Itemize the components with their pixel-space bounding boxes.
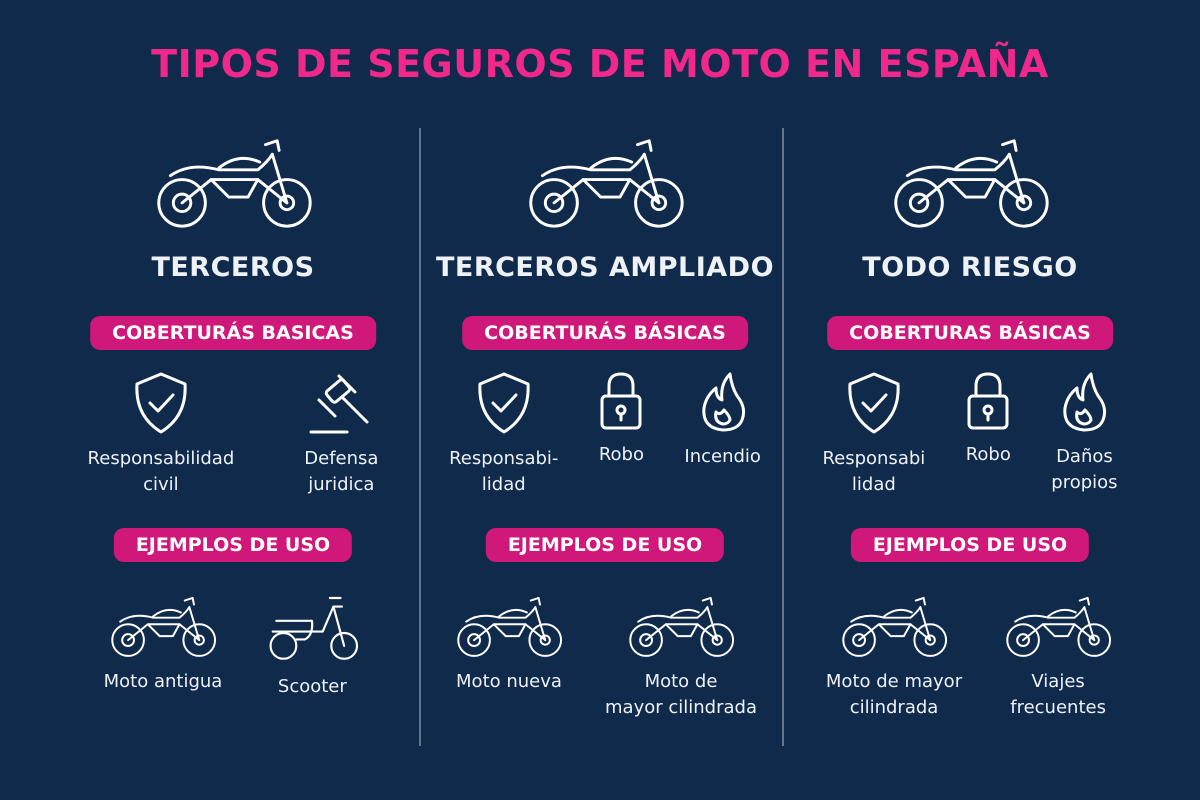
shield-check-icon [131,370,191,446]
gavel-icon [305,370,377,446]
example-item: Moto de mayor cilindrada [826,592,962,721]
motorcycle-icon [838,592,950,669]
motorcycle-icon [420,132,790,235]
example-item: Moto de mayor cilindrada [605,592,757,721]
examples-badge: EJEMPLOS DE USO [850,528,1090,562]
examples-list: Moto de mayor cilindrada Viajes frecuent… [785,592,1155,721]
examples-badge: EJEMPLOS DE USO [113,528,353,562]
insurance-column: TERCEROS COBERTURÁS BASICAS Responsabili… [48,0,418,800]
coverage-item: Responsabilidad civil [87,370,235,498]
example-item: Moto nueva [453,592,565,721]
coverage-list: Responsabi- lidad Robo Incendio [420,370,790,498]
page-title: TIPOS DE SEGUROS DE MOTO EN ESPAÑA [151,42,1049,86]
lock-icon [598,370,644,442]
examples-badge: EJEMPLOS DE USO [485,528,725,562]
examples-list: Moto nueva Moto de mayor cilindrada [420,592,790,721]
column-title: TERCEROS AMPLIADO [435,252,775,283]
column-divider [782,128,784,746]
coverage-label: Responsabi lidad [822,448,926,495]
coverage-label: Robo [598,444,644,465]
coverage-badge: COBERTURÁS BASICAS [90,316,376,350]
classic-motorcycle-icon [107,592,219,669]
coverage-label: Responsabilidad civil [87,448,235,495]
shield-check-icon [844,370,904,446]
example-label: Viajes frecuentes [1010,671,1106,719]
column-title: TERCEROS [151,252,315,283]
motorcycle-icon [48,132,418,235]
column-divider [419,128,421,746]
examples-list: Moto antigua Scooter [48,592,418,700]
motorcycle-icon [785,132,1155,235]
fire-icon [698,370,748,444]
coverage-label: Responsabi- lidad [449,448,559,495]
coverage-item: Defensa juridica [304,370,378,498]
coverage-item: Responsabi lidad [822,370,925,498]
example-item: Scooter [262,592,362,700]
coverage-label: Robo [965,444,1011,465]
example-label: Scooter [277,676,347,697]
example-item: Moto antigua [103,592,223,700]
motorcycle-icon [1002,592,1114,669]
coverage-item: Daños propios [1051,370,1118,498]
example-label: Moto de mayor cilindrada [825,671,963,719]
example-label: Moto antigua [103,671,223,693]
coverage-list: Responsabilidad civil Defensa juridica [48,370,418,498]
example-label: Moto nueva [456,671,562,693]
coverage-label: Daños propios [1051,446,1118,493]
example-label: Moto de mayor cilindrada [605,671,757,719]
coverage-item: Incendio [684,370,761,498]
coverage-badge: COBERTURAS BÁSICAS [827,316,1113,350]
lock-icon [965,370,1011,442]
coverage-label: Defensa juridica [304,448,379,495]
example-item: Viajes frecuentes [1002,592,1114,721]
sport-motorcycle-icon [453,592,565,669]
scooter-icon [262,592,362,674]
coverage-badge: COBERTURÁS BÁSICAS [462,316,748,350]
coverage-list: Responsabi lidad Robo Daños propios [785,370,1155,498]
coverage-item: Responsabi- lidad [449,370,558,498]
motorcycle-icon [625,592,737,669]
fire-icon [1059,370,1109,444]
coverage-label: Incendio [684,446,761,467]
coverage-item: Robo [965,370,1011,498]
shield-check-icon [474,370,534,446]
column-title: TODO RIESGO [862,252,1078,283]
insurance-column: TODO RIESGO COBERTURAS BÁSICAS Responsab… [785,0,1155,800]
coverage-item: Robo [598,370,644,498]
insurance-column: TERCEROS AMPLIADO COBERTURÁS BÁSICAS Res… [420,0,790,800]
